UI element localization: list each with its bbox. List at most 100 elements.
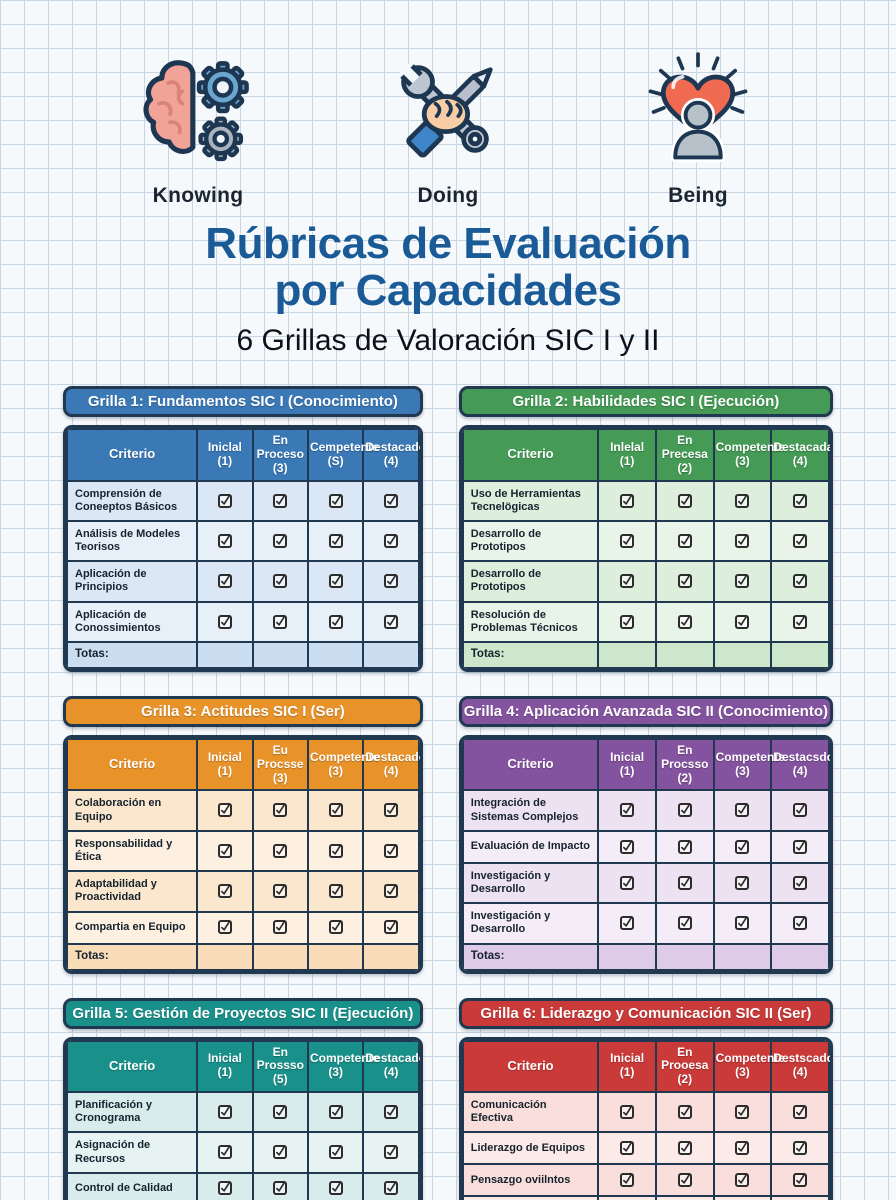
checkbox[interactable] bbox=[793, 875, 808, 890]
checkbox[interactable] bbox=[677, 875, 692, 890]
checkbox[interactable] bbox=[677, 1141, 692, 1156]
checkbox[interactable] bbox=[735, 574, 750, 589]
checkbox[interactable] bbox=[735, 493, 750, 508]
checkbox[interactable] bbox=[273, 920, 288, 935]
checkbox[interactable] bbox=[620, 1173, 635, 1188]
checkbox[interactable] bbox=[677, 493, 692, 508]
checkbox-cell bbox=[770, 789, 830, 832]
checkbox[interactable] bbox=[793, 493, 808, 508]
checkbox[interactable] bbox=[217, 574, 232, 589]
checkbox[interactable] bbox=[677, 574, 692, 589]
checkbox[interactable] bbox=[793, 1141, 808, 1156]
checkbox[interactable] bbox=[384, 1104, 399, 1119]
checkbox-cell bbox=[597, 1163, 657, 1198]
checkbox[interactable] bbox=[620, 916, 635, 931]
checkbox[interactable] bbox=[217, 614, 232, 629]
checkbox[interactable] bbox=[328, 1181, 343, 1196]
checkbox[interactable] bbox=[328, 803, 343, 818]
checkbox[interactable] bbox=[217, 920, 232, 935]
checkbox[interactable] bbox=[620, 803, 635, 818]
criterion-label: Desarrollo de Prototipos bbox=[461, 560, 600, 603]
checkbox[interactable] bbox=[793, 916, 808, 931]
checkbox[interactable] bbox=[793, 1173, 808, 1188]
checkbox[interactable] bbox=[273, 1104, 288, 1119]
checkbox[interactable] bbox=[620, 574, 635, 589]
totals-label: Totas: bbox=[65, 641, 199, 670]
checkbox[interactable] bbox=[384, 614, 399, 629]
checkbox[interactable] bbox=[677, 839, 692, 854]
checkbox[interactable] bbox=[793, 803, 808, 818]
checkbox[interactable] bbox=[735, 533, 750, 548]
criterion-label: Pensazgo oviilntos bbox=[461, 1163, 600, 1198]
checkbox[interactable] bbox=[677, 1104, 692, 1119]
checkbox[interactable] bbox=[273, 1181, 288, 1196]
checkbox[interactable] bbox=[677, 1173, 692, 1188]
checkbox[interactable] bbox=[384, 533, 399, 548]
checkbox[interactable] bbox=[328, 493, 343, 508]
checkbox[interactable] bbox=[217, 493, 232, 508]
checkbox[interactable] bbox=[384, 1181, 399, 1196]
checkbox[interactable] bbox=[735, 614, 750, 629]
checkbox[interactable] bbox=[328, 1145, 343, 1160]
checkbox[interactable] bbox=[384, 574, 399, 589]
checkbox[interactable] bbox=[217, 843, 232, 858]
checkbox[interactable] bbox=[620, 493, 635, 508]
checkbox-cell bbox=[654, 1163, 715, 1198]
checkbox[interactable] bbox=[217, 1145, 232, 1160]
checkbox[interactable] bbox=[384, 493, 399, 508]
criteria-header-cell: Criterio bbox=[65, 428, 199, 482]
checkbox[interactable] bbox=[273, 803, 288, 818]
checkbox[interactable] bbox=[328, 920, 343, 935]
checkbox[interactable] bbox=[793, 574, 808, 589]
totals-cell bbox=[712, 942, 773, 971]
checkbox[interactable] bbox=[620, 533, 635, 548]
criterion-label: Uso de Herramientas Tecnelögicas bbox=[461, 479, 600, 522]
checkbox[interactable] bbox=[328, 1104, 343, 1119]
checkbox[interactable] bbox=[328, 884, 343, 899]
checkbox[interactable] bbox=[384, 920, 399, 935]
checkbox[interactable] bbox=[677, 533, 692, 548]
checkbox[interactable] bbox=[273, 1145, 288, 1160]
checkbox[interactable] bbox=[217, 533, 232, 548]
checkbox[interactable] bbox=[735, 803, 750, 818]
checkbox[interactable] bbox=[384, 1145, 399, 1160]
checkbox[interactable] bbox=[620, 875, 635, 890]
checkbox[interactable] bbox=[735, 875, 750, 890]
checkbox[interactable] bbox=[384, 843, 399, 858]
checkbox[interactable] bbox=[677, 916, 692, 931]
checkbox[interactable] bbox=[273, 884, 288, 899]
checkbox[interactable] bbox=[793, 533, 808, 548]
checkbox[interactable] bbox=[217, 1181, 232, 1196]
checkbox[interactable] bbox=[677, 803, 692, 818]
checkbox[interactable] bbox=[735, 1141, 750, 1156]
checkbox[interactable] bbox=[620, 614, 635, 629]
checkbox[interactable] bbox=[273, 493, 288, 508]
checkbox[interactable] bbox=[217, 803, 232, 818]
checkbox[interactable] bbox=[793, 839, 808, 854]
totals-cell bbox=[306, 942, 365, 971]
checkbox[interactable] bbox=[328, 533, 343, 548]
checkbox[interactable] bbox=[620, 839, 635, 854]
checkbox[interactable] bbox=[735, 1173, 750, 1188]
checkbox[interactable] bbox=[620, 1104, 635, 1119]
checkbox[interactable] bbox=[384, 803, 399, 818]
pillar-being: Being bbox=[608, 50, 788, 208]
checkbox[interactable] bbox=[273, 574, 288, 589]
checkbox[interactable] bbox=[735, 1104, 750, 1119]
checkbox[interactable] bbox=[273, 843, 288, 858]
checkbox[interactable] bbox=[677, 614, 692, 629]
checkbox[interactable] bbox=[735, 839, 750, 854]
checkbox[interactable] bbox=[217, 884, 232, 899]
checkbox[interactable] bbox=[620, 1141, 635, 1156]
checkbox[interactable] bbox=[273, 533, 288, 548]
checkbox[interactable] bbox=[328, 574, 343, 589]
checkbox[interactable] bbox=[273, 614, 288, 629]
checkbox[interactable] bbox=[328, 843, 343, 858]
checkbox[interactable] bbox=[793, 614, 808, 629]
checkbox[interactable] bbox=[735, 916, 750, 931]
page-subtitle: 6 Grillas de Valoración SIC I y II bbox=[236, 324, 660, 358]
checkbox[interactable] bbox=[793, 1104, 808, 1119]
checkbox[interactable] bbox=[217, 1104, 232, 1119]
checkbox[interactable] bbox=[328, 614, 343, 629]
checkbox[interactable] bbox=[384, 884, 399, 899]
